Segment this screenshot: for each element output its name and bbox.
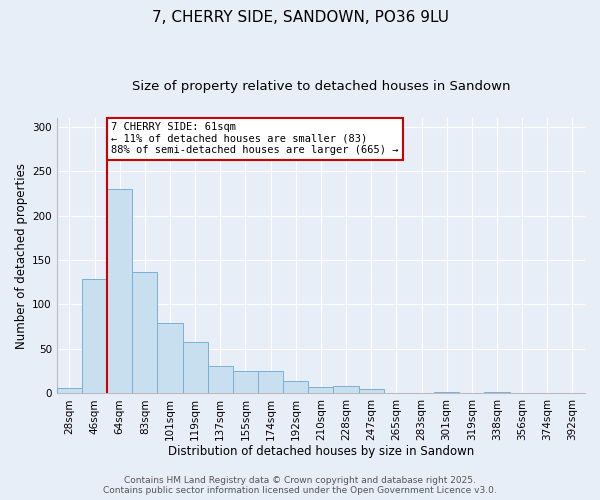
Y-axis label: Number of detached properties: Number of detached properties [15,162,28,348]
Bar [283,381,308,394]
Bar [82,278,107,394]
Bar [182,342,208,394]
Bar [434,392,459,394]
Text: Contains HM Land Registry data © Crown copyright and database right 2025.
Contai: Contains HM Land Registry data © Crown c… [103,476,497,495]
Bar [484,392,509,394]
Bar [359,389,384,394]
X-axis label: Distribution of detached houses by size in Sandown: Distribution of detached houses by size … [168,444,474,458]
Bar [334,386,359,394]
Bar [258,371,283,394]
Bar [233,371,258,394]
Bar [132,272,157,394]
Bar [157,323,182,394]
Bar [208,366,233,394]
Bar [57,388,82,394]
Bar [107,189,132,394]
Text: 7 CHERRY SIDE: 61sqm
← 11% of detached houses are smaller (83)
88% of semi-detac: 7 CHERRY SIDE: 61sqm ← 11% of detached h… [111,122,398,156]
Title: Size of property relative to detached houses in Sandown: Size of property relative to detached ho… [131,80,510,93]
Bar [308,387,334,394]
Text: 7, CHERRY SIDE, SANDOWN, PO36 9LU: 7, CHERRY SIDE, SANDOWN, PO36 9LU [151,10,449,25]
